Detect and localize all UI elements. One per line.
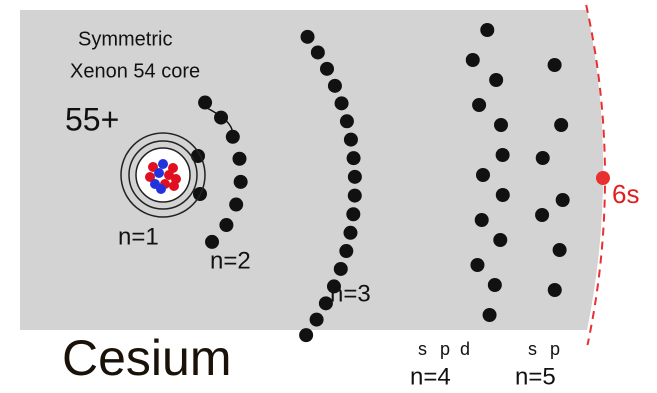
electron [553,243,567,257]
core-label: Xenon 54 core [70,60,200,82]
electron [229,198,243,212]
electron [493,233,507,247]
electron [328,79,342,93]
electron [480,23,494,37]
subshell-label: d [460,339,470,359]
core-region [20,10,603,330]
subshell-label: s [418,339,427,359]
nucleon [154,168,164,178]
electron [548,58,562,72]
electron [219,218,233,232]
electron [476,168,490,182]
electron [340,114,354,128]
core-label: Symmetric [78,28,172,50]
electron [232,152,246,166]
nucleon [169,181,179,191]
electron [348,170,362,184]
electron [299,328,313,342]
electron [311,45,325,59]
electron [301,30,315,44]
electron [556,193,570,207]
electron [226,130,240,144]
electron [334,262,348,276]
electron [234,175,248,189]
electron [496,188,510,202]
electron [472,98,486,112]
shell-label: n=3 [330,280,371,307]
subshell-label: p [550,339,560,359]
electron [346,207,360,221]
electron [348,189,362,203]
electron [310,313,324,327]
electron [488,278,502,292]
shell-label: n=2 [210,247,251,274]
electron [344,133,358,147]
electron [343,226,357,240]
shell-label: n=1 [118,223,159,250]
electron [554,118,568,132]
cesium-diagram: Symmetric Xenon 54 core 55+ n=1 n=2 n=3 … [0,0,657,393]
charge-label: 55+ [65,101,119,137]
electron [548,283,562,297]
electron [535,208,549,222]
electron [214,111,228,125]
subshell-label: s [528,339,537,359]
electron [494,118,508,132]
subshell-label: p [440,339,450,359]
electron [320,62,334,76]
shell-label: n=4 [410,363,451,390]
electron [489,73,503,87]
electron [596,171,610,185]
valence-label: 6s [612,179,639,209]
electron [470,258,484,272]
electron [536,151,550,165]
shell-label: n=5 [515,363,556,390]
electron [496,148,510,162]
electron [198,96,212,110]
electron [475,213,489,227]
electron [347,151,361,165]
element-name: Cesium [62,330,231,386]
nucleon [156,184,166,194]
electron [339,244,353,258]
electron [483,308,497,322]
electron [335,96,349,110]
electron [466,53,480,67]
nucleon [158,159,168,169]
